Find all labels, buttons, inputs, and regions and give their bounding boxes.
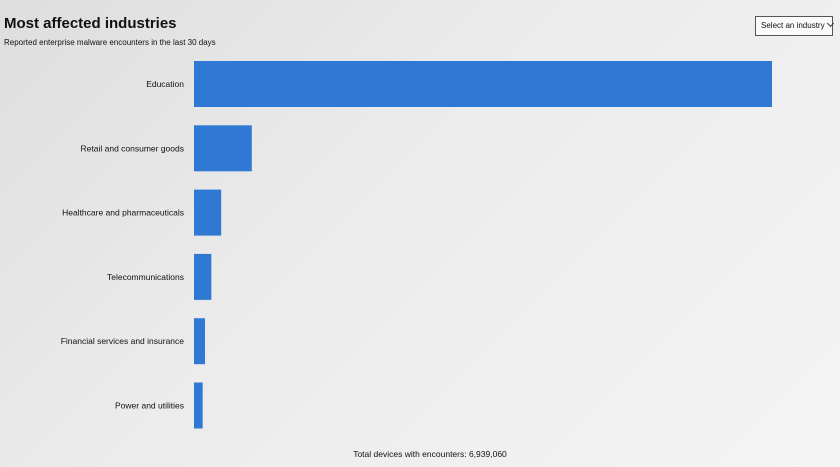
bar-chart: Education Retail and consumer goods Health… bbox=[61, 61, 772, 429]
bar-healthcare-and-pharmaceuticals[interactable] bbox=[194, 189, 222, 236]
category-label: Education bbox=[146, 79, 184, 89]
bar-retail-and-consumer-goods[interactable] bbox=[194, 125, 252, 172]
category-label: Financial services and insurance bbox=[61, 336, 185, 346]
bar-financial-services-and-insurance[interactable] bbox=[194, 318, 205, 365]
category-label: Retail and consumer goods bbox=[81, 143, 184, 153]
category-label: Power and utilities bbox=[115, 401, 184, 411]
page-title: Most affected industries bbox=[4, 15, 177, 32]
bar-telecommunications[interactable] bbox=[194, 253, 212, 300]
category-label: Telecommunications bbox=[107, 272, 184, 282]
category-label: Healthcare and pharmaceuticals bbox=[62, 208, 184, 218]
industry-select[interactable]: Select an industry bbox=[755, 16, 834, 36]
total-devices-label: Total devices with encounters: 6,939,060 bbox=[353, 449, 507, 459]
bar-power-and-utilities[interactable] bbox=[194, 382, 203, 429]
page-subtitle: Reported enterprise malware encounters i… bbox=[4, 38, 216, 47]
bar-education[interactable] bbox=[194, 61, 772, 107]
industry-select-label: Select an industry bbox=[761, 21, 825, 30]
